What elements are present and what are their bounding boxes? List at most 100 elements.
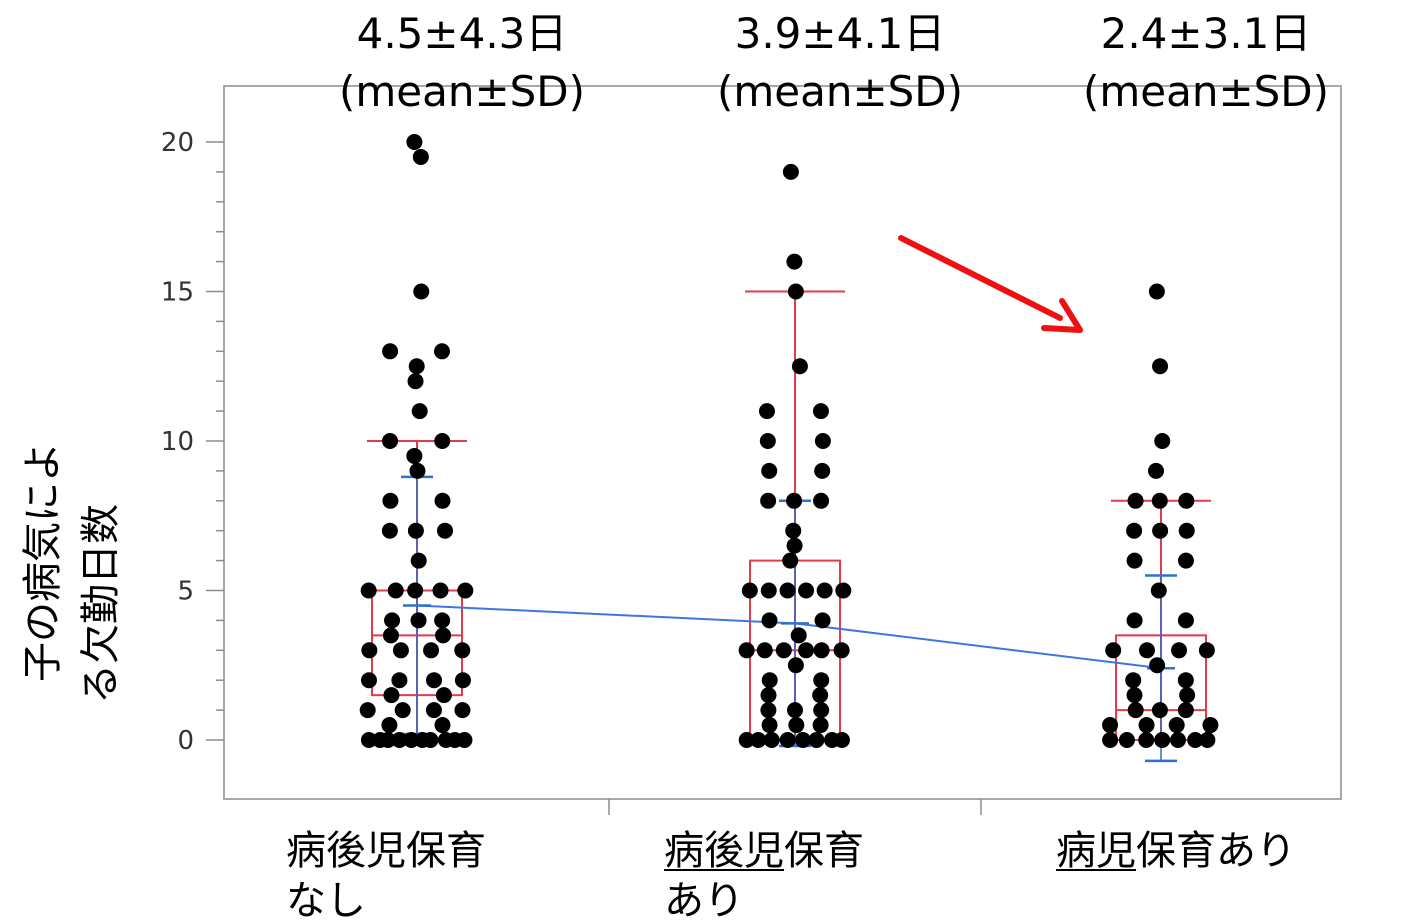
- data-point: [407, 522, 424, 539]
- data-point: [412, 148, 429, 165]
- data-point: [407, 373, 424, 390]
- mean-sd-note: (mean±SD): [339, 67, 585, 116]
- data-point: [391, 672, 408, 689]
- data-point: [813, 642, 830, 659]
- data-point: [1102, 732, 1119, 748]
- data-point: [738, 642, 755, 659]
- y-tick-label: 15: [161, 278, 194, 308]
- data-point: [1177, 552, 1194, 569]
- data-point: [812, 687, 829, 704]
- data-point: [782, 163, 799, 180]
- mean-sd-value: 2.4±3.1日: [1101, 9, 1312, 58]
- data-point: [434, 433, 451, 449]
- data-point: [361, 642, 378, 659]
- data-point: [454, 672, 471, 689]
- data-point: [381, 522, 398, 539]
- data-point: [1138, 717, 1155, 734]
- y-axis-label: 子の病気によ る欠勤日数: [20, 442, 124, 704]
- data-point: [391, 732, 408, 748]
- data-point: [454, 642, 471, 659]
- box-plot-group: [745, 290, 845, 748]
- data-point: [394, 702, 411, 719]
- data-point: [382, 433, 399, 449]
- data-point: [1154, 732, 1171, 748]
- data-point: [434, 492, 451, 509]
- data-point: [1199, 732, 1216, 748]
- plot-frame: [223, 85, 1342, 800]
- data-point: [816, 582, 833, 599]
- data-point: [775, 642, 792, 659]
- data-point: [1126, 687, 1143, 704]
- data-point: [409, 462, 426, 479]
- data-point: [1179, 687, 1196, 704]
- data-point: [798, 642, 815, 659]
- data-point: [833, 732, 850, 748]
- data-point: [382, 627, 399, 644]
- data-point: [1148, 283, 1165, 300]
- decrease-arrow: [898, 235, 1083, 333]
- data-point: [759, 433, 776, 449]
- data-point: [790, 627, 807, 644]
- mean-sd-note: (mean±SD): [1083, 67, 1329, 116]
- category-label: 病後児保育: [664, 828, 864, 874]
- data-point: [1149, 657, 1166, 674]
- data-point: [457, 582, 474, 599]
- data-point: [835, 582, 852, 599]
- data-point: [787, 283, 804, 300]
- y-tick-label: 20: [161, 128, 194, 158]
- data-point: [434, 717, 451, 734]
- category-label: 病後児保育: [286, 828, 486, 874]
- y-tick-label: 0: [177, 726, 194, 756]
- data-point: [738, 732, 755, 748]
- data-point: [750, 732, 767, 748]
- data-point: [360, 672, 377, 689]
- data-point: [380, 732, 397, 748]
- data-point: [411, 403, 428, 420]
- data-point: [761, 672, 778, 689]
- arrow-shaft: [898, 235, 1063, 321]
- data-point: [434, 343, 451, 360]
- data-point: [1177, 672, 1194, 689]
- data-point: [435, 627, 452, 644]
- data-point: [760, 582, 777, 599]
- data-point: [381, 717, 398, 734]
- data-point: [760, 702, 777, 719]
- data-point: [1126, 552, 1143, 569]
- data-point: [785, 522, 802, 539]
- data-point: [1202, 717, 1219, 734]
- x-axis: [608, 799, 982, 815]
- data-point: [1126, 612, 1143, 629]
- box-plot-group: [1111, 499, 1211, 763]
- data-point: [1154, 433, 1171, 449]
- data-point: [808, 732, 825, 748]
- mean-connector: [416, 604, 1162, 670]
- data-point: [782, 552, 799, 569]
- category-label: なし: [286, 878, 366, 921]
- mean-sd-value: 4.5±4.3日: [357, 9, 568, 58]
- data-point: [833, 642, 850, 659]
- data-point: [813, 702, 830, 719]
- data-point: [359, 702, 376, 719]
- data-point: [1171, 642, 1188, 659]
- data-point: [383, 687, 400, 704]
- data-point: [410, 552, 427, 569]
- data-point: [786, 537, 803, 554]
- data-point: [434, 612, 451, 629]
- data-point: [787, 657, 804, 674]
- data-points: [359, 134, 1219, 748]
- data-point: [407, 582, 424, 599]
- data-point: [756, 642, 773, 659]
- data-point: [456, 732, 473, 748]
- data-point: [382, 492, 399, 509]
- data-point: [1169, 732, 1186, 748]
- data-point: [814, 612, 831, 629]
- data-point: [1198, 642, 1215, 659]
- data-point: [760, 492, 777, 509]
- data-point: [425, 702, 442, 719]
- data-point: [814, 462, 831, 479]
- data-point: [432, 582, 449, 599]
- data-point: [812, 717, 829, 734]
- data-point: [761, 717, 778, 734]
